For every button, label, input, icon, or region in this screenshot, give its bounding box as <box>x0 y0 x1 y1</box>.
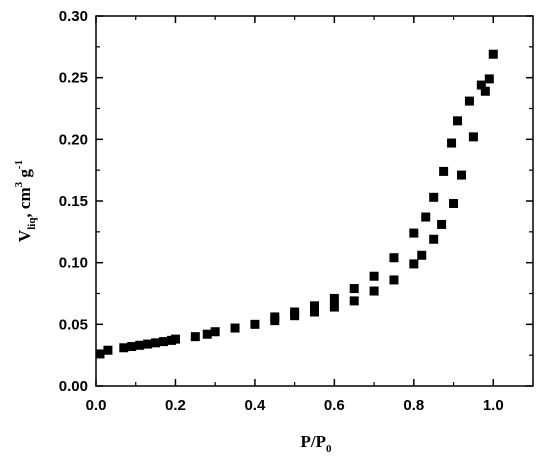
data-point <box>480 86 490 96</box>
data-point <box>488 49 498 59</box>
y-tick-label: 0.00 <box>59 378 88 395</box>
data-point <box>439 166 449 176</box>
data-point <box>151 338 161 348</box>
data-point <box>409 259 419 269</box>
data-point <box>190 332 200 342</box>
data-point <box>143 339 153 349</box>
data-point <box>210 327 220 337</box>
x-axis-title-main: P/P <box>301 432 327 451</box>
data-point <box>389 275 399 285</box>
x-tick-label: 0.0 <box>86 397 107 414</box>
data-point <box>437 219 447 229</box>
y-tick-label: 0.10 <box>59 255 88 272</box>
data-point <box>447 138 457 148</box>
data-point <box>449 198 459 208</box>
data-point <box>369 271 379 281</box>
plot-frame <box>95 15 534 387</box>
data-point <box>349 296 359 306</box>
data-point <box>135 340 145 350</box>
x-tick-label: 0.4 <box>244 397 266 414</box>
x-tick-label: 1.0 <box>483 397 504 414</box>
data-point <box>159 337 169 347</box>
data-point <box>170 334 180 344</box>
data-point <box>468 132 478 142</box>
x-axis-title: P/P0 <box>301 432 333 455</box>
y-tick-label: 0.05 <box>59 316 88 333</box>
data-point <box>476 80 486 90</box>
data-point <box>119 343 129 353</box>
data-point <box>429 234 439 244</box>
data-point <box>417 250 427 260</box>
data-point <box>310 301 319 311</box>
data-point <box>270 312 280 322</box>
data-point <box>409 228 419 238</box>
data-point <box>421 212 431 222</box>
data-point <box>329 302 339 312</box>
y-axis-title: Vliq, cm3 g-1 <box>13 160 38 242</box>
data-point <box>230 323 240 333</box>
y-axis-title-sup1: 3 <box>13 181 25 187</box>
y-tick-label: 0.30 <box>59 8 88 25</box>
data-point <box>202 329 212 339</box>
data-point <box>484 74 494 84</box>
data-points <box>95 49 498 359</box>
data-point <box>310 307 319 317</box>
y-axis-title-rest1: , cm <box>15 187 34 217</box>
y-tick-label: 0.15 <box>59 193 88 210</box>
y-tick-label: 0.25 <box>59 70 88 87</box>
data-point <box>250 319 260 329</box>
data-point <box>290 307 300 317</box>
x-axis-title-sub: 0 <box>326 443 332 455</box>
x-tick-label: 0.6 <box>324 397 345 414</box>
data-point <box>329 293 339 303</box>
y-axis-title-rest2: g <box>15 169 34 182</box>
x-tick-label: 0.8 <box>403 397 424 414</box>
data-point <box>389 253 399 263</box>
data-point <box>456 170 466 180</box>
data-point <box>103 345 113 355</box>
y-axis-title-v: V <box>15 229 34 242</box>
data-point <box>464 96 474 106</box>
data-point <box>429 192 439 202</box>
tick-labels: 0.0 0.2 0.4 0.6 0.8 1.0 0.00 0.05 0.10 0.15 0.20 0.… <box>59 8 504 414</box>
data-point <box>369 286 379 296</box>
data-point <box>95 349 105 359</box>
x-tick-label: 0.2 <box>165 397 186 414</box>
data-point <box>127 342 137 352</box>
data-point <box>453 116 463 126</box>
ticks <box>95 15 534 387</box>
y-axis-title-sup2: -1 <box>13 160 25 169</box>
y-axis-title-sub: liq <box>26 217 38 230</box>
y-tick-label: 0.20 <box>59 131 88 148</box>
data-point <box>349 284 359 294</box>
